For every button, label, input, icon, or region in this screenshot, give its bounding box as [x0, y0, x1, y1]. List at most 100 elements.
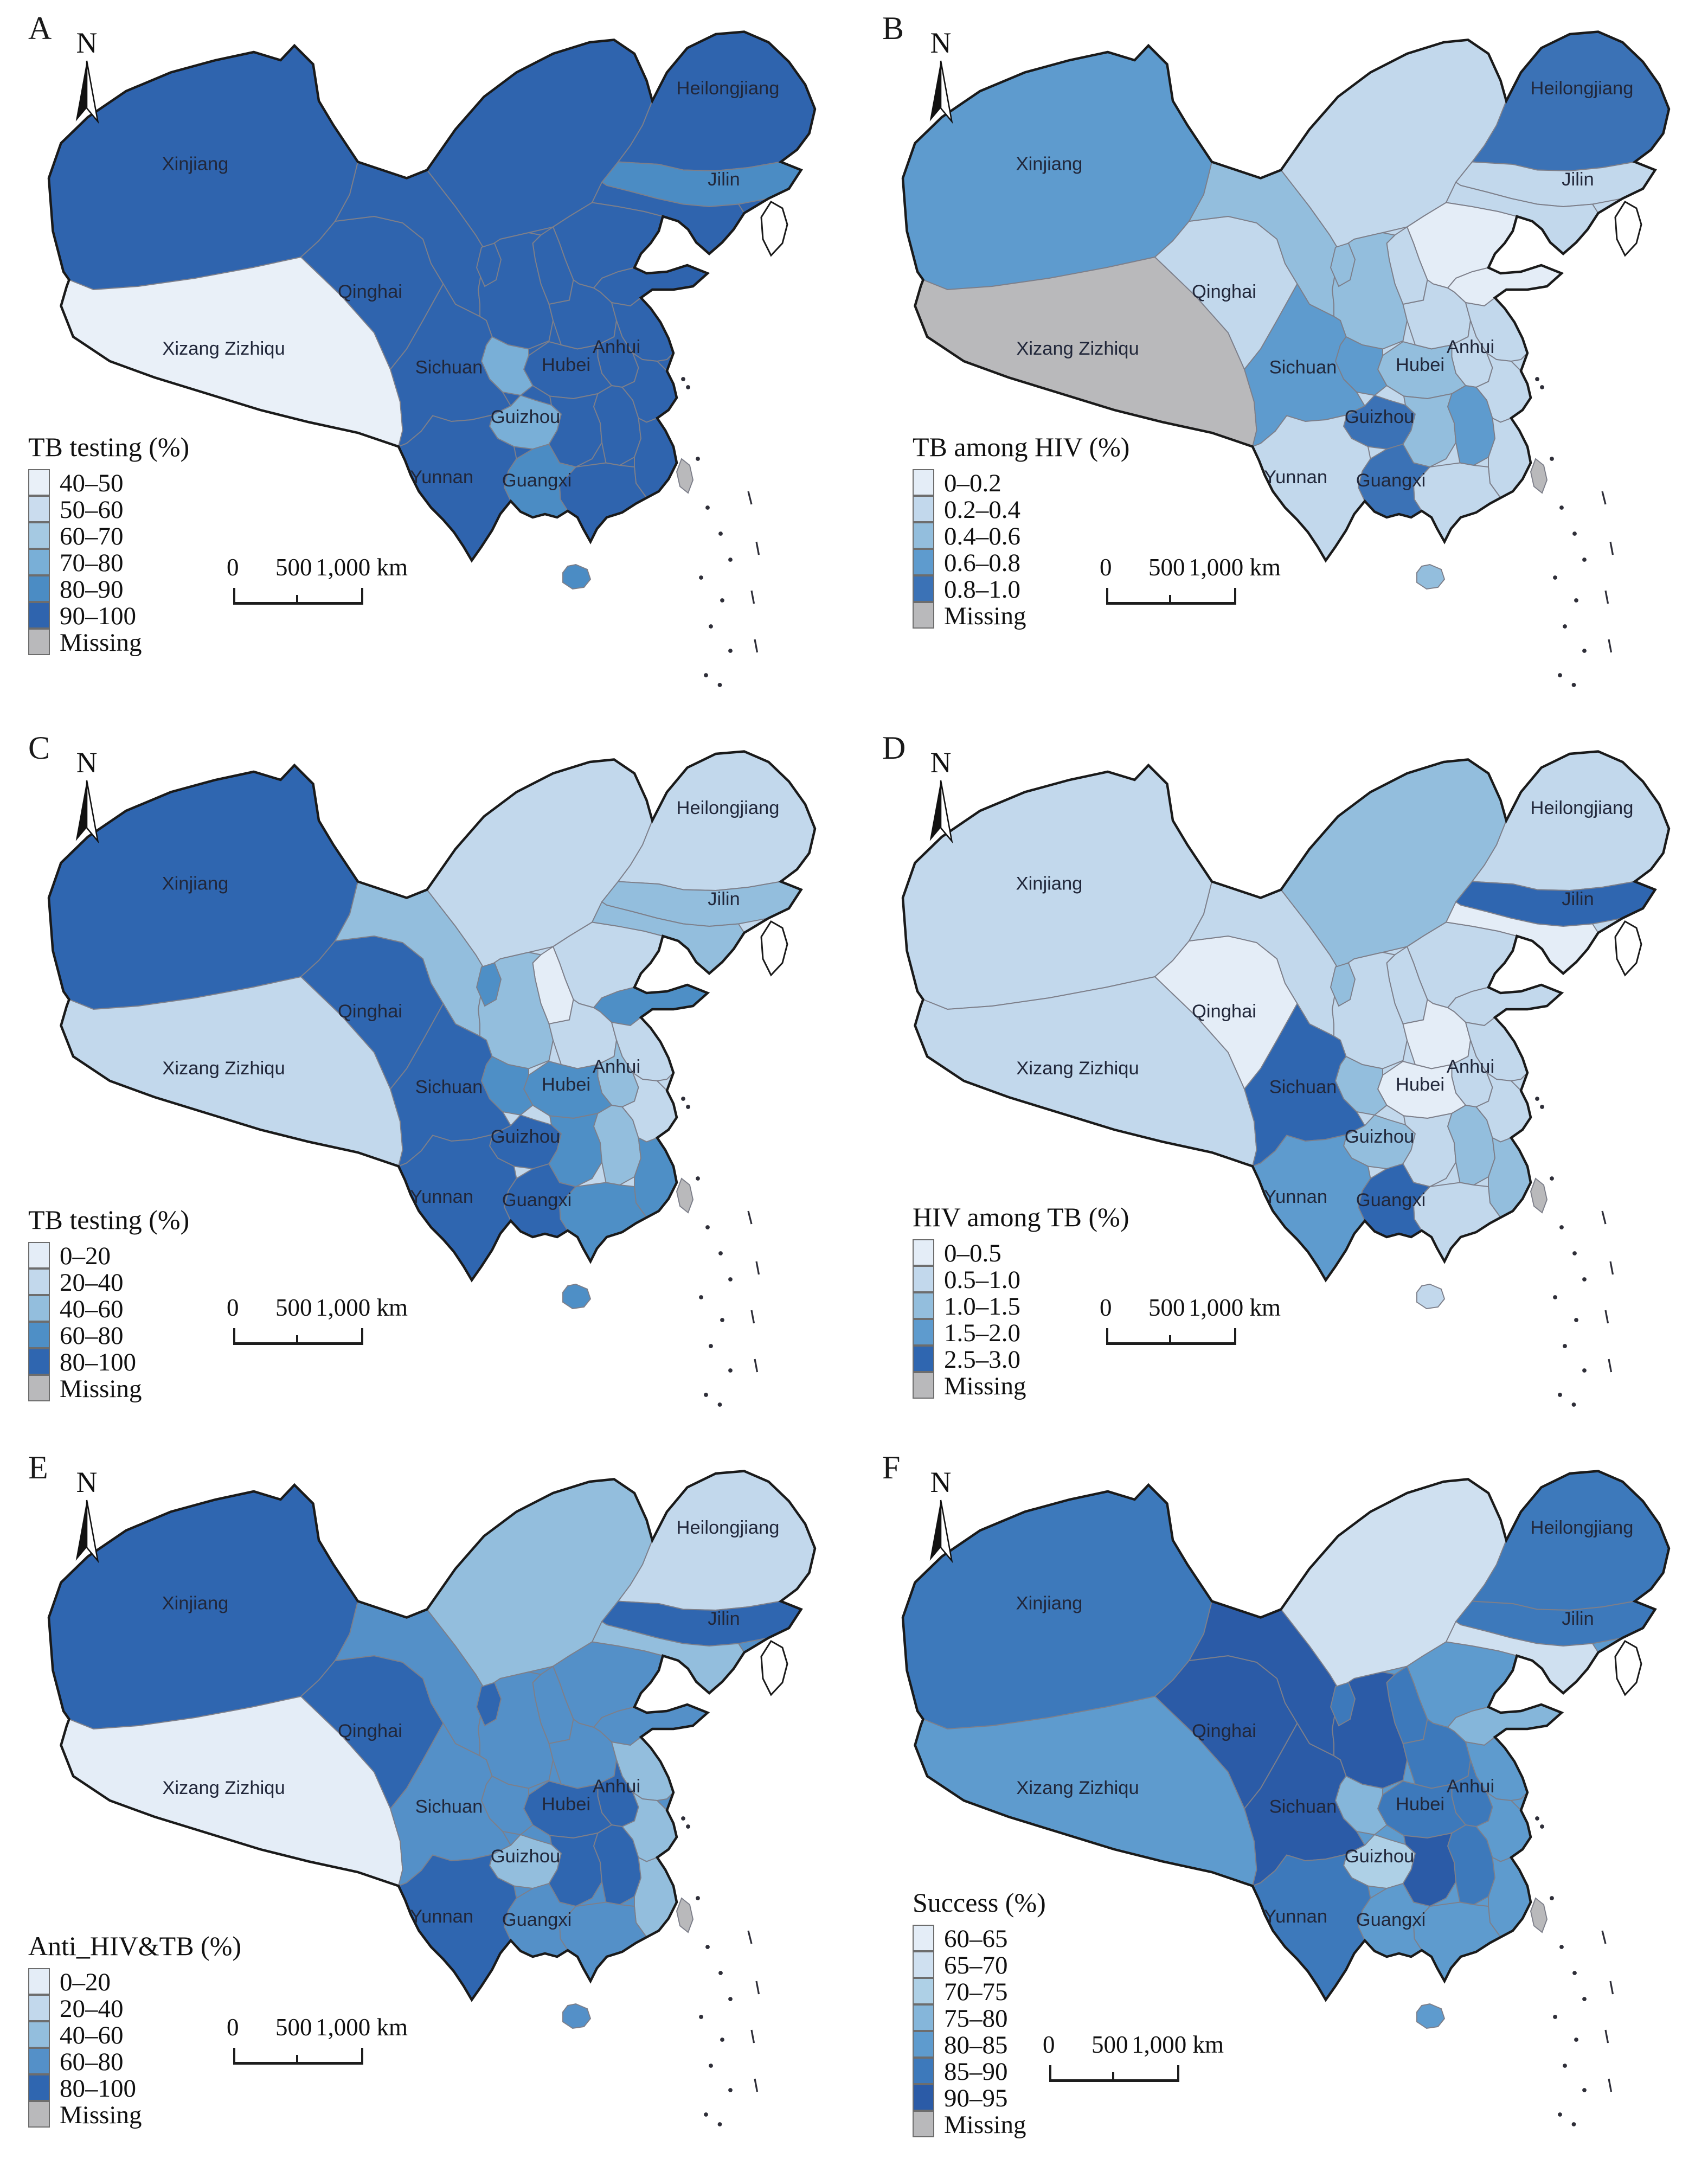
island-dot	[1540, 1105, 1544, 1109]
province-label-heilongjiang: Heilongjiang	[677, 798, 780, 818]
province-label-jilin: Jilin	[708, 1609, 740, 1629]
north-label: N	[930, 1466, 952, 1498]
maritime-boundary-dash	[747, 491, 753, 505]
legend-label: 0.2–0.4	[944, 496, 1020, 524]
province-label-anhui: Anhui	[593, 1776, 640, 1797]
legend-label: 0–0.5	[944, 1239, 1001, 1267]
legend-swatch	[913, 1951, 934, 1978]
province-label-yunnan: Yunnan	[410, 1906, 473, 1927]
island-dot	[720, 1318, 724, 1322]
map-legend: TB testing (%) 40–50 50–60 60–70 70–80 80–90…	[28, 431, 189, 656]
panel-a: A N Xinjiang Qinghai Xizang Zizhiqu Sichuan…	[0, 0, 854, 720]
legend-title: TB testing (%)	[28, 1205, 190, 1235]
island-dot	[1540, 385, 1544, 389]
province-label-anhui: Anhui	[593, 1056, 640, 1077]
legend-label: 60–80	[60, 1322, 124, 1350]
legend-swatch	[913, 522, 934, 549]
legend-row: 80–90	[28, 575, 189, 603]
north-arrow: N	[915, 28, 967, 126]
scale-mid-label: 500	[1091, 2031, 1128, 2058]
china-choropleth-map: Xinjiang Qinghai Xizang Zizhiqu Sichuan Hube…	[901, 750, 1671, 1407]
province-taiwan	[676, 458, 694, 494]
legend-swatch	[913, 1925, 934, 1951]
legend-swatch	[28, 602, 50, 629]
legend-swatch	[913, 2111, 934, 2137]
legend-rows: 40–50 50–60 60–70 70–80 80–90 90–100 Missing	[28, 469, 189, 656]
legend-label: 0.8–1.0	[944, 575, 1020, 604]
island-dot	[686, 1824, 690, 1829]
map-legend: TB among HIV (%) 0–0.2 0.2–0.4 0.4–0.6 0.6–…	[913, 431, 1129, 630]
maritime-boundary-dash	[1608, 1359, 1613, 1373]
island-dot	[1574, 598, 1578, 603]
scale-bar-line	[1106, 1328, 1236, 1345]
island-dot	[717, 683, 722, 687]
north-arrow: N	[915, 1468, 967, 1565]
legend-label: 0–0.2	[944, 469, 1001, 497]
province-taiwan	[1530, 1897, 1548, 1933]
scale-mid-label: 500	[275, 554, 312, 581]
island-dot	[1553, 1295, 1557, 1299]
island-dot	[699, 2015, 703, 2019]
legend-swatch	[28, 1995, 50, 2021]
province-label-anhui: Anhui	[1447, 1056, 1494, 1077]
province-taiwan	[676, 1177, 694, 1214]
legend-row: 1.5–2.0	[913, 1319, 1129, 1347]
province-label-xizang: Xizang Zizhiqu	[162, 1778, 285, 1798]
legend-title: Success (%)	[913, 1887, 1046, 1918]
island-dot	[1558, 2112, 1562, 2117]
province-label-qinghai: Qinghai	[1192, 281, 1256, 302]
province-label-hubei: Hubei	[542, 1074, 590, 1095]
legend-label: Missing	[60, 1375, 142, 1403]
scale-end-label: 1,000 km	[1189, 554, 1281, 581]
province-label-xizang: Xizang Zizhiqu	[162, 338, 285, 359]
legend-row: 0.6–0.8	[913, 549, 1129, 576]
maritime-boundary-dash	[747, 1210, 753, 1225]
panel-letter: E	[28, 1450, 48, 1485]
legend-row: Missing	[913, 1372, 1129, 1400]
island-dot	[1582, 558, 1587, 562]
island-dot	[686, 1105, 690, 1109]
island-dot	[705, 505, 710, 510]
legend-swatch	[28, 496, 50, 522]
maritime-boundary-dash	[755, 1261, 760, 1275]
island-dot	[699, 575, 703, 580]
island-dot	[1558, 1393, 1562, 1397]
maritime-boundary-dash	[1604, 2029, 1609, 2043]
legend-label: Missing	[944, 2111, 1026, 2139]
legend-swatch	[28, 1375, 50, 1401]
island-dot	[718, 1251, 723, 1255]
province-fujian	[1488, 417, 1532, 499]
china-choropleth-map: Xinjiang Qinghai Xizang Zizhiqu Sichuan Hube…	[901, 1470, 1671, 2126]
island-dot	[1574, 1318, 1578, 1322]
legend-label: 0–20	[60, 1968, 111, 1996]
island-dot	[686, 385, 690, 389]
panel-letter: F	[882, 1450, 901, 1485]
island-dot	[1582, 2088, 1587, 2092]
province-chongqing	[480, 1055, 534, 1116]
island-dot	[1582, 649, 1587, 653]
legend-row: Missing	[28, 2101, 241, 2129]
province-chongqing	[480, 1775, 534, 1836]
legend-title: TB among HIV (%)	[913, 432, 1130, 462]
province-taiwan	[676, 1897, 694, 1933]
legend-swatch	[913, 469, 934, 496]
legend-row: 0.2–0.4	[913, 496, 1129, 524]
province-label-heilongjiang: Heilongjiang	[1531, 798, 1634, 818]
legend-row: 0–0.5	[913, 1239, 1129, 1267]
province-label-xizang: Xizang Zizhiqu	[162, 1058, 285, 1079]
province-label-sichuan: Sichuan	[415, 1797, 483, 1817]
legend-title: HIV among TB (%)	[913, 1202, 1129, 1232]
legend-row: Missing	[28, 629, 189, 656]
legend-label: 80–100	[60, 2074, 136, 2103]
island-dot	[1535, 1097, 1539, 1101]
china-national-boundary	[901, 1470, 1671, 2002]
province-label-heilongjiang: Heilongjiang	[677, 78, 780, 99]
north-arrow-icon	[929, 60, 953, 124]
province-chongqing	[480, 336, 534, 396]
legend-swatch	[28, 549, 50, 575]
island-dot	[1550, 1176, 1554, 1181]
province-label-anhui: Anhui	[1447, 1776, 1494, 1797]
north-arrow: N	[61, 748, 113, 845]
province-label-guangxi: Guangxi	[502, 1190, 572, 1210]
north-arrow-icon	[75, 780, 99, 844]
